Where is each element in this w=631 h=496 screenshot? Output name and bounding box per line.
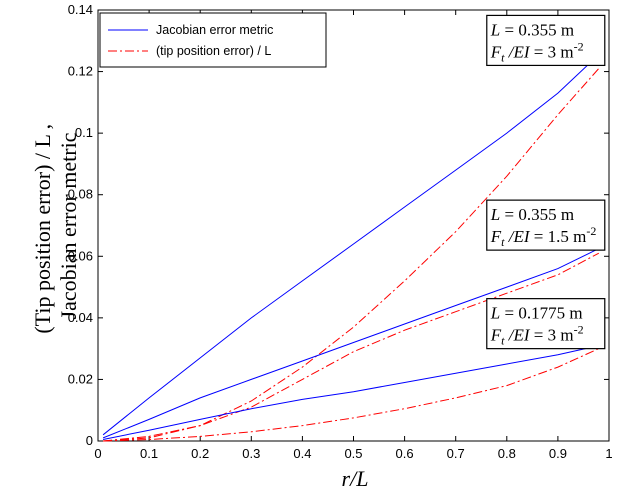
y-tick-label: 0.06 (68, 248, 93, 263)
annotation-case-c-line-2: Ft /EI = 3 m-2 (490, 323, 584, 348)
x-axis-title: r/L (342, 466, 369, 491)
series-line-5 (103, 348, 600, 442)
y-tick-label: 0.02 (68, 371, 93, 386)
annotation-case-c-line-1: L = 0.1775 m (490, 304, 583, 323)
y-axis-title-line-2: Jacobian error metric (56, 132, 81, 319)
x-tick-label: 0.7 (447, 446, 465, 461)
x-tick-label: 0.1 (140, 446, 158, 461)
series-line-0 (102, 54, 600, 436)
svg-text:(Tip position error) / L ,: (Tip position error) / L , Jacobian erro… (30, 118, 81, 333)
annotation-case-a-line-2: Ft /EI = 3 m-2 (490, 39, 584, 64)
legend: Jacobian error metric (tip position erro… (99, 12, 327, 68)
x-tick-label: 0.4 (293, 446, 311, 461)
y-axis-ticks: 0 0.02 0.04 0.06 0.08 0.1 0.12 0.14 (68, 2, 609, 448)
y-tick-label: 0.1 (75, 125, 93, 140)
x-tick-label: 0.8 (498, 446, 516, 461)
x-tick-label: 0.2 (191, 446, 209, 461)
x-axis-ticks: 0 0.1 0.2 0.3 0.4 0.5 0.6 0.7 0.8 0.9 1 (94, 10, 613, 461)
y-tick-label: 0.04 (68, 310, 93, 325)
y-tick-label: 0.12 (68, 64, 93, 79)
y-tick-label: 0.14 (68, 2, 93, 17)
legend-label-1: (tip position error) / L (156, 44, 271, 58)
legend-box (99, 12, 327, 68)
series-line-3 (103, 252, 600, 442)
annotation-case-c-box (486, 298, 606, 350)
annotation-case-b-line-2: Ft /EI = 1.5 m-2 (490, 224, 597, 249)
series-line-4 (103, 345, 599, 440)
y-tick-label: 0 (86, 433, 93, 448)
annotation-case-c: L = 0.1775 mFt /EI = 3 m-2 (486, 298, 606, 350)
annotation-case-a-box (486, 14, 606, 67)
annotation-case-b-line-1: L = 0.355 m (490, 205, 574, 224)
annotation-case-b-box (486, 199, 606, 251)
legend-label-0: Jacobian error metric (156, 23, 273, 37)
x-tick-label: 1 (605, 446, 612, 461)
x-tick-label: 0.6 (396, 446, 414, 461)
y-axis-title-line-1: (Tip position error) / L , (30, 124, 55, 334)
y-tick-label: 0.08 (68, 187, 93, 202)
x-tick-label: 0.5 (344, 446, 362, 461)
x-tick-label: 0.3 (242, 446, 260, 461)
x-tick-label: 0.9 (549, 446, 567, 461)
annotation-case-a: L = 0.355 mFt /EI = 3 m-2 (486, 14, 606, 67)
annotation-case-b: L = 0.355 mFt /EI = 1.5 m-2 (486, 199, 606, 251)
series-layer (102, 54, 600, 442)
annotations: L = 0.355 mFt /EI = 3 m-2L = 0.355 mFt /… (486, 14, 606, 350)
series-line-2 (102, 248, 600, 439)
annotation-case-a-line-1: L = 0.355 m (490, 20, 574, 39)
y-axis-title: (Tip position error) / L , Jacobian erro… (30, 118, 81, 334)
x-tick-label: 0 (94, 446, 101, 461)
